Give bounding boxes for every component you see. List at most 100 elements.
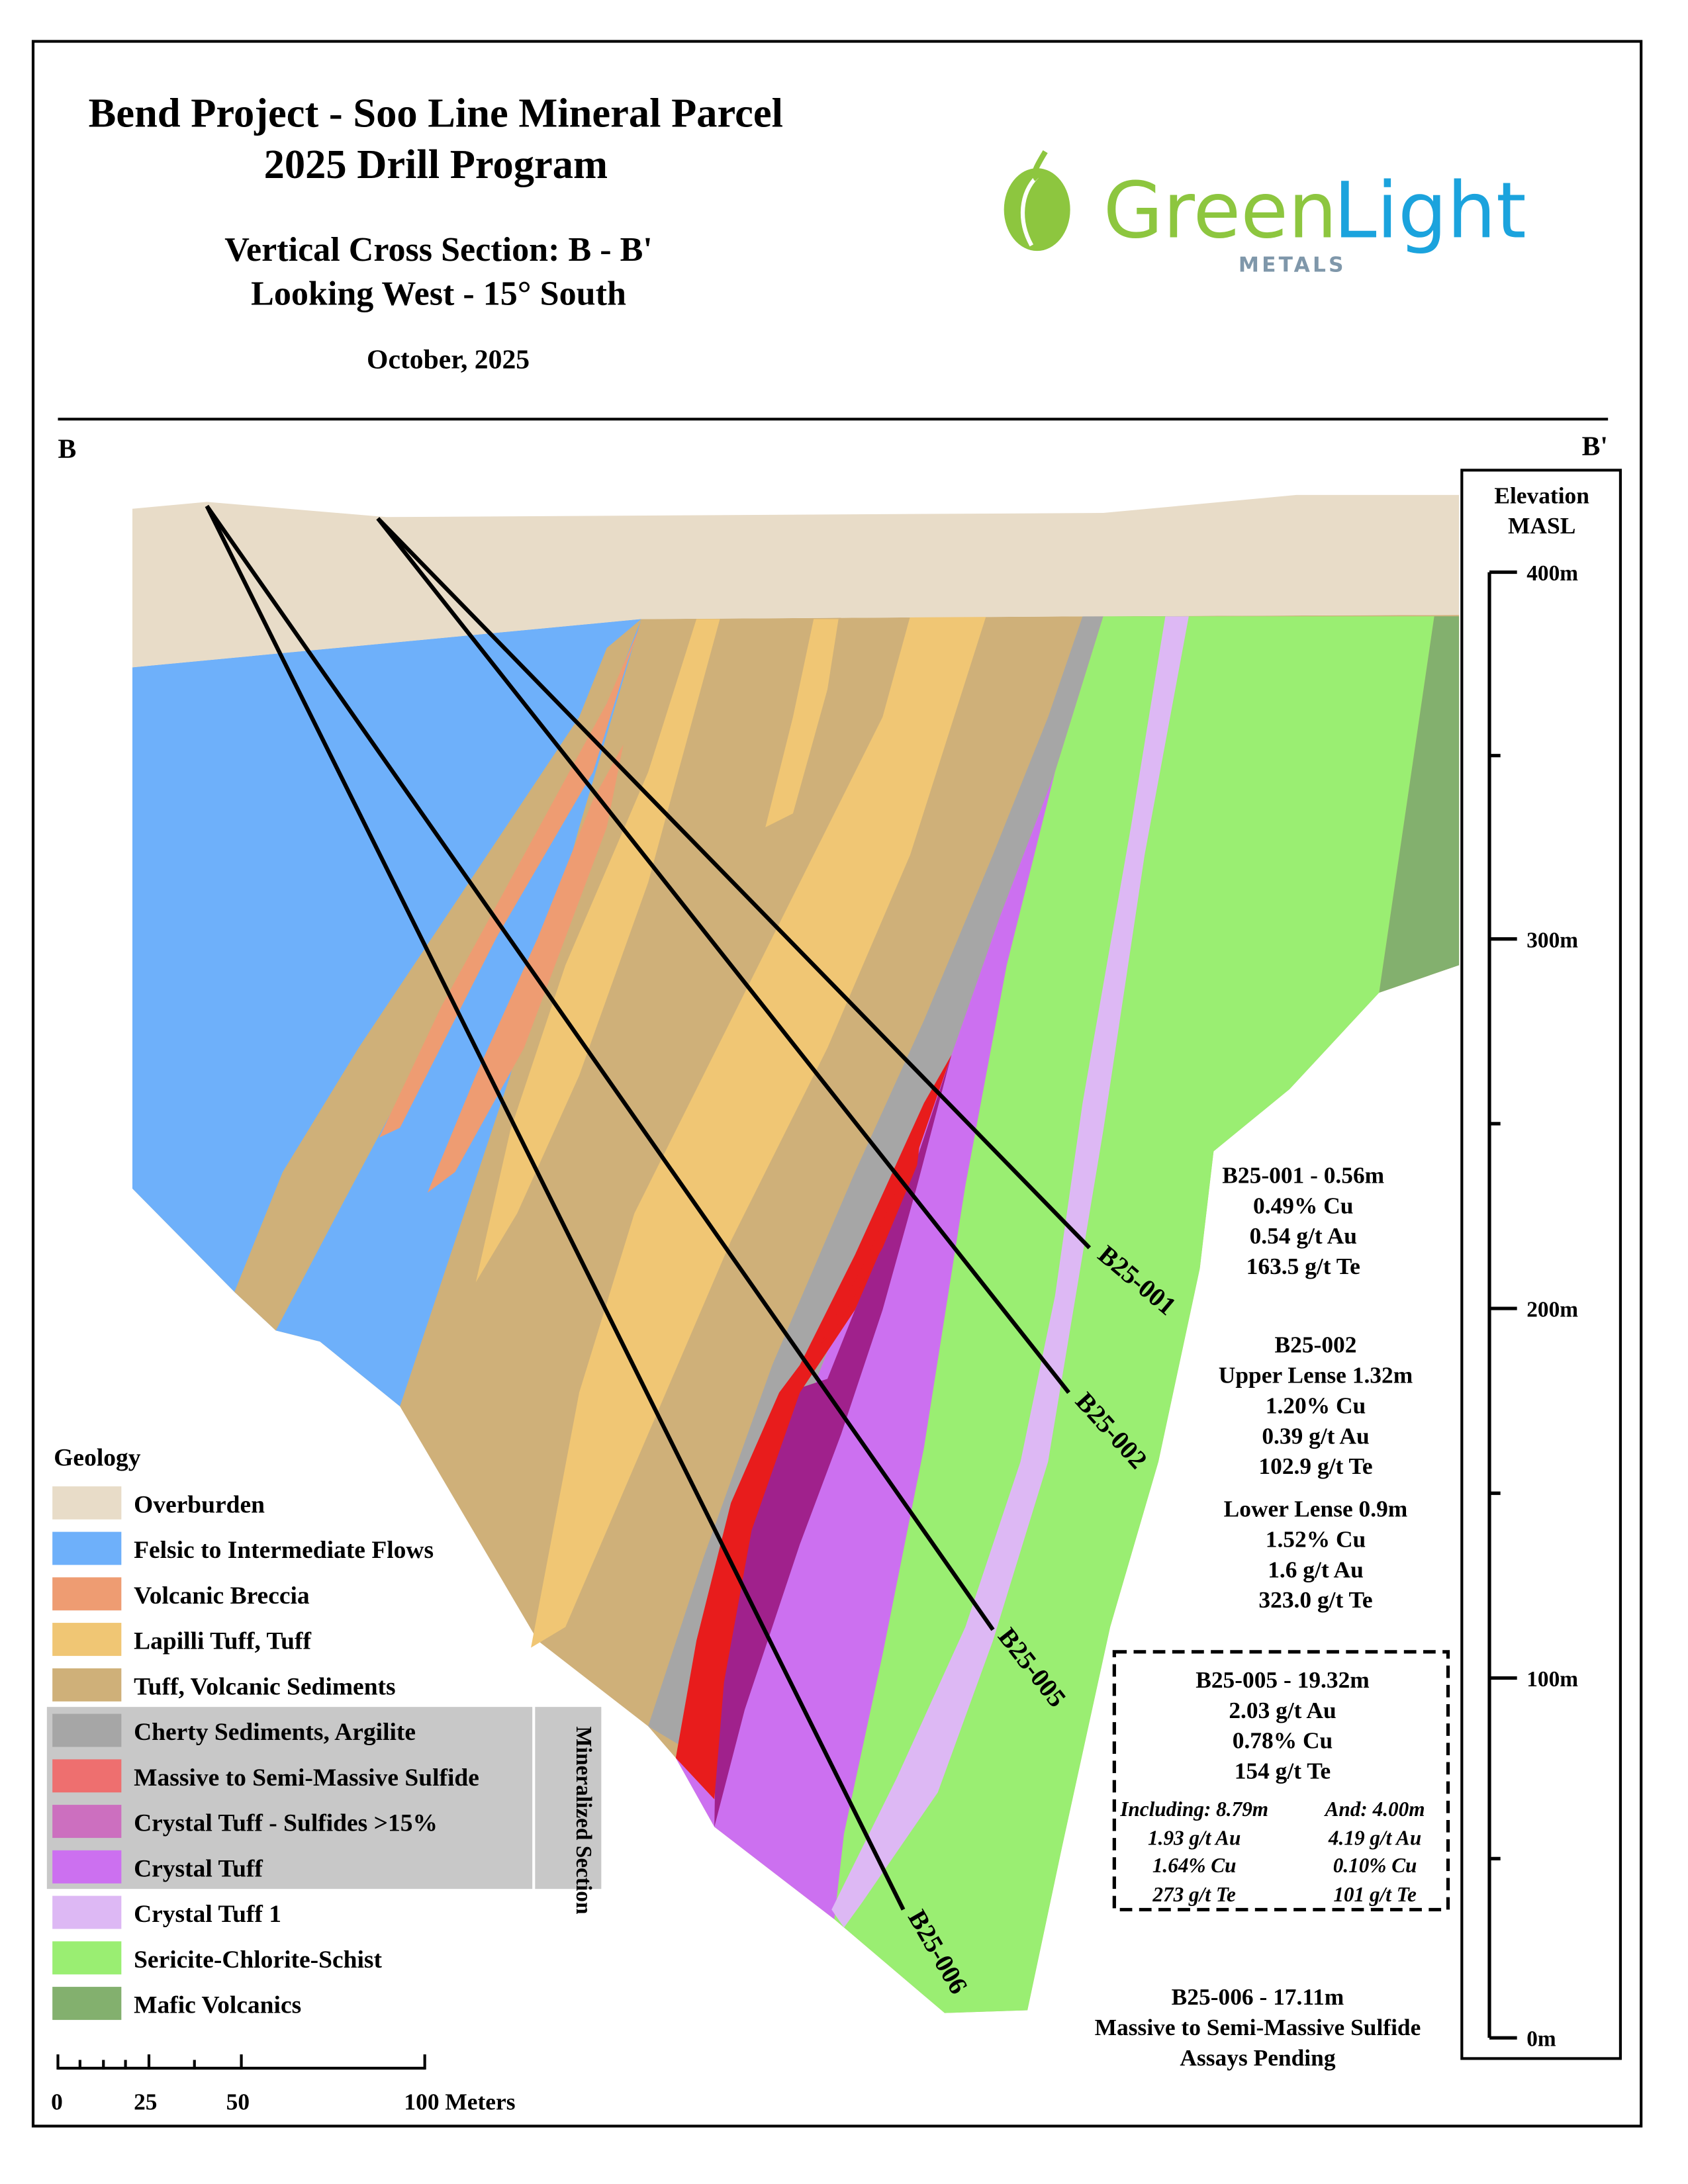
annotation-line: 1.93 g/t Au: [1148, 1827, 1241, 1850]
annotation-b25-002: B25-002 Upper Lense 1.32m 1.20% Cu 0.39 …: [1219, 1332, 1413, 1613]
elevation-tick-label: 200m: [1526, 1298, 1578, 1322]
legend-label: Crystal Tuff 1: [134, 1901, 281, 1928]
section-end-b: B: [58, 434, 77, 465]
logo-metals: METALS: [1239, 253, 1346, 277]
section-line-1: Vertical Cross Section: B - B': [224, 231, 653, 269]
drillhole-trace-b25-002[interactable]: [376, 517, 1071, 1394]
elevation-tick-label: 0m: [1526, 2027, 1556, 2052]
unit-volcanic-breccia: [379, 623, 641, 1138]
legend-swatch: [52, 1850, 122, 1884]
legend-label: Sericite-Chlorite-Schist: [134, 1946, 382, 1974]
annotation-line: And: 4.00m: [1324, 1797, 1425, 1821]
leaf-drop-icon: [1004, 150, 1070, 251]
annotation-line: Massive to Semi-Massive Sulfide: [1095, 2014, 1421, 2040]
annotation-line: B25-006 - 17.11m: [1172, 1983, 1344, 2010]
title-line-2: 2025 Drill Program: [264, 141, 608, 187]
legend-label: Crystal Tuff - Sulfides >15%: [134, 1810, 438, 1837]
scale-bar: 0 25 50 100 Meters: [51, 2054, 516, 2115]
annotation-line: B25-002: [1275, 1332, 1357, 1358]
annotation-line: Including: 8.79m: [1119, 1797, 1268, 1821]
legend-item: Crystal Tuff: [52, 1850, 263, 1884]
legend-label: Mafic Volcanics: [134, 1992, 301, 2019]
greenlight-logo: Green Light METALS: [1004, 150, 1526, 277]
annotation-line: 1.64% Cu: [1152, 1854, 1237, 1877]
unit-lapilli-tuff: [765, 619, 839, 827]
annotation-line: 0.39 g/t Au: [1262, 1422, 1369, 1449]
legend-swatch: [52, 1805, 122, 1839]
drillhole-trace-b25-006[interactable]: [205, 505, 906, 1911]
date: October, 2025: [367, 344, 530, 375]
map-frame: [31, 40, 1643, 2128]
elevation-tick-label: 100m: [1526, 1667, 1578, 1692]
geology-section: [132, 494, 1460, 2013]
mineralized-label-bg: [535, 1707, 602, 1889]
annotation-line: 154 g/t Te: [1235, 1758, 1331, 1784]
section-end-b-prime: B': [1582, 432, 1608, 462]
legend-title: Geology: [54, 1445, 140, 1472]
annotation-b25-006: B25-006 - 17.11m Massive to Semi-Massive…: [1095, 1983, 1421, 2071]
legend-label: Tuff, Volcanic Sediments: [134, 1673, 396, 1700]
drillhole-trace-b25-005[interactable]: [205, 504, 995, 1631]
legend-label: Felsic to Intermediate Flows: [134, 1537, 434, 1564]
annotation-line: Upper Lense 1.32m: [1219, 1362, 1413, 1388]
elevation-tick-label: 400m: [1526, 561, 1578, 586]
annotation-line: B25-001 - 0.56m: [1222, 1161, 1384, 1188]
scale-label: 50: [226, 2089, 250, 2115]
unit-mafic-volcanics: [1379, 616, 1460, 993]
mineralized-section-label: Mineralized Section: [571, 1726, 596, 1915]
scale-label: 0: [51, 2089, 63, 2115]
legend-label: Cherty Sediments, Argilite: [134, 1719, 416, 1746]
legend-item: Crystal Tuff 1: [52, 1895, 281, 1929]
legend-label: Massive to Semi-Massive Sulfide: [134, 1764, 479, 1792]
annotation-line: 0.54 g/t Au: [1250, 1222, 1357, 1249]
annotation-line: 163.5 g/t Te: [1246, 1253, 1360, 1279]
legend-swatch: [52, 1577, 122, 1611]
legend-swatch: [52, 1486, 122, 1520]
legend-item: Tuff, Volcanic Sediments: [52, 1668, 396, 1702]
legend-swatch: [52, 1941, 122, 1975]
legend-item: Sericite-Chlorite-Schist: [52, 1941, 382, 1975]
annotation-b25-001: B25-001 - 0.56m 0.49% Cu 0.54 g/t Au 163…: [1222, 1161, 1384, 1279]
annotation-line: 1.52% Cu: [1266, 1526, 1366, 1553]
elevation-title: Elevation: [1494, 482, 1589, 508]
annotation-line: B25-005 - 19.32m: [1196, 1666, 1370, 1693]
legend-swatch: [52, 1668, 122, 1702]
annotation-line: 101 g/t Te: [1333, 1883, 1417, 1906]
annotation-line: 323.0 g/t Te: [1258, 1586, 1372, 1613]
legend-item: Felsic to Intermediate Flows: [52, 1531, 434, 1565]
elevation-units: MASL: [1508, 512, 1575, 539]
unit-volcanic-breccia: [427, 745, 624, 1193]
annotation-line: 0.10% Cu: [1333, 1854, 1417, 1877]
legend-swatch: [52, 1713, 122, 1747]
legend-item: Volcanic Breccia: [52, 1577, 310, 1611]
legend-label: Overburden: [134, 1491, 265, 1518]
unit-lapilli-tuff: [475, 619, 720, 1283]
section-line-2: Looking West - 15° South: [251, 275, 626, 312]
legend-swatch: [52, 1531, 122, 1565]
annotation-line: 1.20% Cu: [1266, 1392, 1366, 1418]
legend-item: Crystal Tuff - Sulfides >15%: [52, 1805, 438, 1839]
logo-light: Light: [1334, 165, 1526, 255]
legend-item: Mafic Volcanics: [52, 1987, 301, 2021]
annotation-line: 102.9 g/t Te: [1258, 1453, 1372, 1479]
annotation-line: 0.78% Cu: [1233, 1727, 1333, 1754]
legend: Mineralized Section Geology Overburden Fe…: [46, 1445, 602, 2021]
legend-item: Massive to Semi-Massive Sulfide: [52, 1759, 479, 1793]
scale-label: 100 Meters: [404, 2089, 515, 2115]
annotation-b25-005: B25-005 - 19.32m 2.03 g/t Au 0.78% Cu 15…: [1112, 1650, 1450, 1912]
annotation-line: Lower Lense 0.9m: [1224, 1496, 1408, 1522]
legend-label: Crystal Tuff: [134, 1855, 263, 1882]
unit-crystal-tuff-sulfides: [714, 1054, 952, 1827]
legend-label: Lapilli Tuff, Tuff: [134, 1628, 311, 1655]
annotation-line: 0.49% Cu: [1253, 1192, 1353, 1218]
annotation-box: [1112, 1650, 1450, 1912]
elevation-tick-label: 300m: [1526, 928, 1578, 952]
annotation-line: 1.6 g/t Au: [1268, 1556, 1364, 1582]
scale-label: 25: [134, 2089, 157, 2115]
annotation-line: 4.19 g/t Au: [1328, 1827, 1421, 1850]
elevation-box: [1460, 469, 1622, 2060]
drillhole-trace-b25-001[interactable]: [376, 517, 1092, 1250]
legend-item: Cherty Sediments, Argilite: [52, 1713, 416, 1747]
legend-item: Overburden: [52, 1486, 265, 1520]
